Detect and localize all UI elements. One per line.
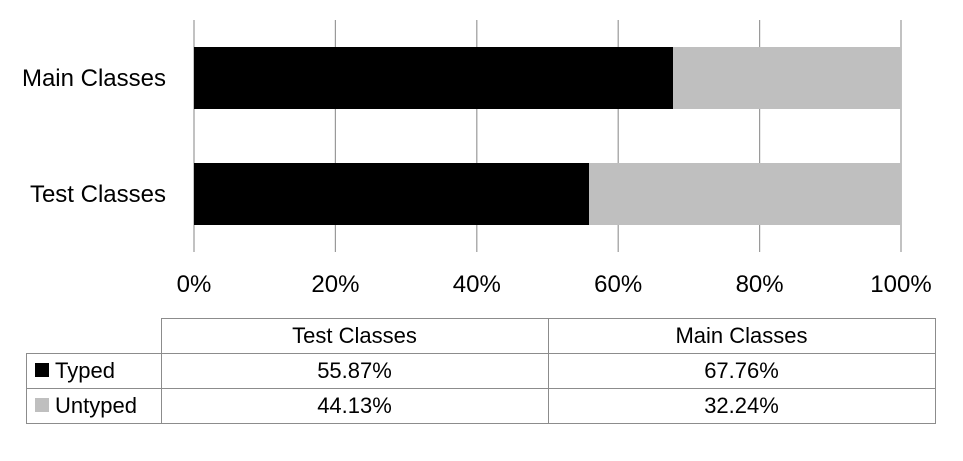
column-header-test-classes: Test Classes [160, 318, 549, 354]
legend-key-typed: Typed [26, 353, 162, 389]
x-tick-label-80: 80% [736, 271, 784, 298]
untyped-swatch [35, 398, 49, 413]
cell-typed-test: 55.87% [160, 353, 549, 389]
stacked-bar-chart: Main Classes Test Classes 0% 20% 40% 60% 80% 1… [22, 20, 932, 298]
x-tick-label-60: 60% [594, 271, 642, 298]
x-tick-labels: 0% 20% 40% 60% 80% 100% [177, 271, 932, 298]
column-header-main-classes: Main Classes [547, 318, 936, 354]
legend-label-typed: Typed [55, 358, 115, 383]
x-tick-label-40: 40% [453, 271, 501, 298]
x-tick-label-0: 0% [177, 271, 212, 298]
x-tick-label-20: 20% [311, 271, 359, 298]
category-label-main-classes: Main Classes [22, 65, 166, 92]
cell-untyped-main: 32.24% [547, 388, 936, 424]
bar-typed-test-classes [194, 163, 590, 225]
category-labels: Main Classes Test Classes [22, 65, 166, 208]
bar-untyped-main-classes [673, 47, 901, 109]
legend-key-untyped: Untyped [26, 388, 162, 424]
typed-swatch [35, 363, 49, 378]
bars [194, 47, 901, 225]
table-corner [26, 318, 162, 354]
x-tick-label-100: 100% [870, 271, 931, 298]
cell-typed-main: 67.76% [547, 353, 936, 389]
bar-typed-main-classes [194, 47, 674, 109]
bar-untyped-test-classes [589, 163, 901, 225]
table-row-typed: Typed 55.87% 67.76% [26, 353, 936, 389]
legend-label-untyped: Untyped [55, 393, 137, 418]
cell-untyped-test: 44.13% [160, 388, 549, 424]
data-table: Test Classes Main Classes Typed 55.87% 6… [26, 318, 936, 424]
table-row-untyped: Untyped 44.13% 32.24% [26, 388, 936, 424]
category-label-test-classes: Test Classes [30, 181, 166, 208]
